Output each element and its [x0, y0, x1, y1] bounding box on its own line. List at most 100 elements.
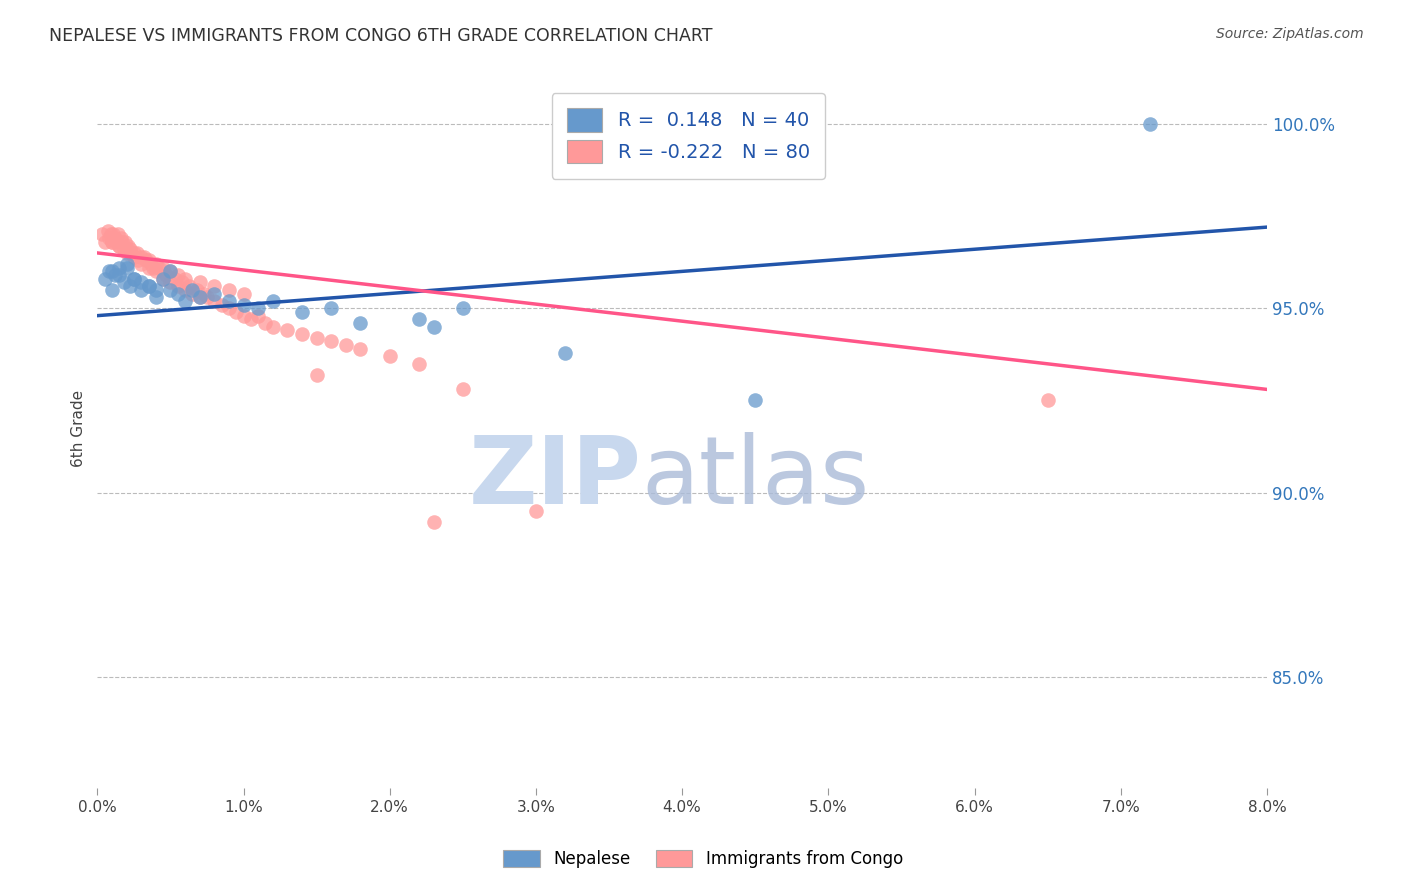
Point: [321, 301, 343, 316]
Point: [117, 238, 139, 252]
Point: [408, 357, 430, 371]
Point: [193, 286, 215, 301]
Point: [232, 297, 254, 311]
Point: [122, 272, 145, 286]
Point: [118, 279, 141, 293]
Point: [305, 368, 328, 382]
Point: [98, 264, 121, 278]
Point: [138, 260, 160, 275]
Legend: R =  0.148   N = 40, R = -0.222   N = 80: R = 0.148 N = 40, R = -0.222 N = 80: [551, 93, 825, 179]
Point: [188, 290, 211, 304]
Point: [291, 327, 314, 342]
Y-axis label: 6th Grade: 6th Grade: [72, 390, 86, 467]
Text: atlas: atlas: [641, 433, 869, 524]
Point: [93, 235, 115, 249]
Point: [247, 309, 270, 323]
Text: NEPALESE VS IMMIGRANTS FROM CONGO 6TH GRADE CORRELATION CHART: NEPALESE VS IMMIGRANTS FROM CONGO 6TH GR…: [49, 27, 713, 45]
Point: [195, 290, 218, 304]
Point: [142, 260, 165, 275]
Point: [108, 268, 131, 282]
Point: [211, 297, 233, 311]
Point: [744, 393, 766, 408]
Point: [108, 260, 131, 275]
Point: [120, 246, 142, 260]
Point: [166, 268, 188, 282]
Point: [138, 253, 160, 268]
Point: [152, 272, 174, 286]
Point: [112, 242, 135, 256]
Point: [115, 257, 138, 271]
Point: [451, 301, 474, 316]
Point: [112, 276, 135, 290]
Point: [202, 286, 225, 301]
Point: [305, 331, 328, 345]
Point: [145, 257, 167, 271]
Point: [125, 246, 148, 260]
Point: [110, 231, 132, 245]
Point: [107, 227, 129, 242]
Point: [93, 272, 115, 286]
Point: [115, 246, 138, 260]
Point: [218, 283, 240, 297]
Point: [145, 290, 167, 304]
Point: [262, 319, 284, 334]
Point: [291, 305, 314, 319]
Point: [349, 342, 371, 356]
Point: [181, 283, 204, 297]
Point: [202, 279, 225, 293]
Point: [145, 264, 167, 278]
Point: [524, 504, 547, 518]
Point: [135, 253, 157, 268]
Point: [247, 301, 270, 316]
Point: [1139, 117, 1161, 131]
Point: [159, 264, 181, 278]
Point: [451, 383, 474, 397]
Point: [254, 316, 277, 330]
Text: ZIP: ZIP: [468, 433, 641, 524]
Point: [179, 279, 201, 293]
Point: [166, 279, 188, 293]
Point: [218, 293, 240, 308]
Point: [114, 235, 136, 249]
Point: [408, 312, 430, 326]
Point: [321, 334, 343, 349]
Point: [98, 231, 121, 245]
Point: [1036, 393, 1059, 408]
Point: [159, 264, 181, 278]
Point: [108, 238, 131, 252]
Point: [148, 260, 170, 275]
Point: [335, 338, 357, 352]
Point: [186, 283, 208, 297]
Point: [104, 268, 127, 282]
Point: [276, 323, 298, 337]
Point: [145, 283, 167, 297]
Point: [129, 257, 152, 271]
Point: [138, 279, 160, 293]
Point: [188, 276, 211, 290]
Point: [101, 235, 124, 249]
Point: [554, 345, 576, 359]
Point: [104, 231, 127, 245]
Point: [202, 293, 225, 308]
Point: [101, 264, 124, 278]
Point: [166, 286, 188, 301]
Point: [100, 227, 122, 242]
Point: [232, 309, 254, 323]
Point: [172, 276, 194, 290]
Text: Source: ZipAtlas.com: Source: ZipAtlas.com: [1216, 27, 1364, 41]
Point: [152, 272, 174, 286]
Point: [232, 286, 254, 301]
Point: [97, 224, 120, 238]
Point: [108, 238, 131, 252]
Point: [129, 276, 152, 290]
Point: [90, 227, 112, 242]
Point: [188, 290, 211, 304]
Point: [129, 250, 152, 264]
Point: [163, 272, 186, 286]
Point: [122, 250, 145, 264]
Point: [239, 312, 262, 326]
Point: [101, 283, 124, 297]
Point: [174, 272, 197, 286]
Point: [349, 316, 371, 330]
Point: [262, 293, 284, 308]
